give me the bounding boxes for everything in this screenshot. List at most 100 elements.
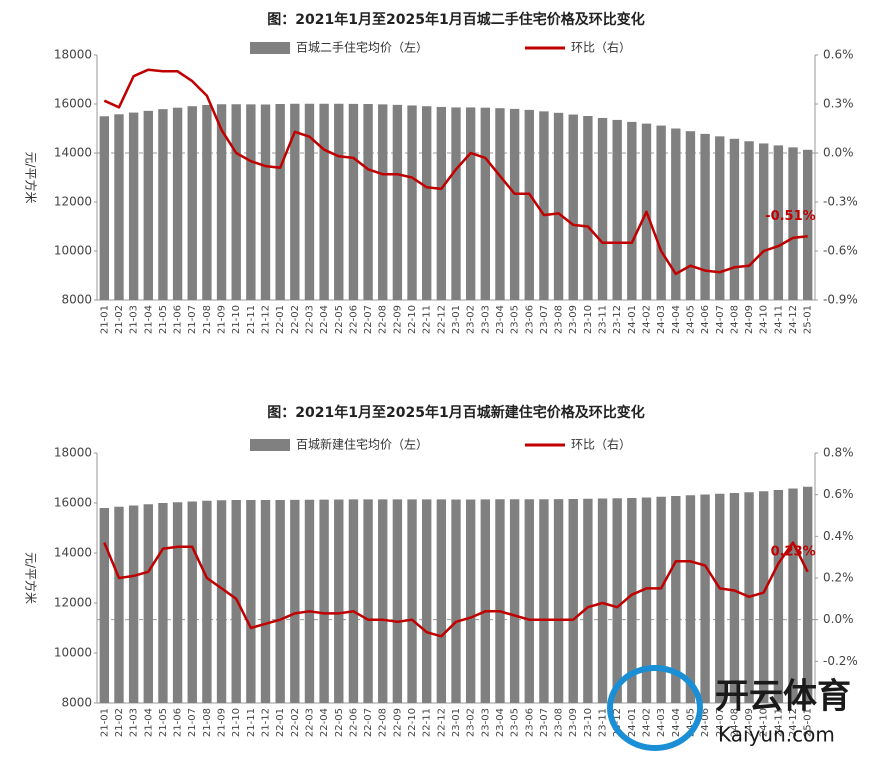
x-tick-label: 21-02 [114,708,125,737]
bar [465,499,476,703]
bar [539,499,549,703]
line [103,541,809,638]
bar [275,104,285,300]
x-tick-label: 24-04 [671,305,682,334]
bar [729,493,740,703]
bar [114,114,124,300]
x-tick-label: 24-10 [759,305,770,334]
x-tick-label: 23-09 [568,708,579,737]
x-tick-label: 24-03 [656,305,667,334]
legend-swatch [250,439,290,451]
bar [99,116,110,300]
bar [158,503,168,703]
x-tick-label: 23-09 [568,305,579,334]
x-tick-label: 23-07 [539,708,550,737]
legend-label: 环比（右） [571,40,631,55]
bar [568,499,578,703]
x-tick-label: 21-08 [202,708,213,737]
bar [597,117,608,300]
legend-label: 百城新建住宅均价（左） [296,437,428,452]
bar [172,502,183,703]
legend-label: 环比（右） [571,437,631,452]
x-tick-label: 23-10 [583,708,594,737]
bar [422,499,432,703]
x-tick-label: 21-01 [99,708,110,737]
bar [627,498,637,703]
chart-title: 图：2021年1月至2025年1月百城二手住宅价格及环比变化 [267,11,644,28]
x-tick-label: 25-01 [803,305,814,334]
bar [568,114,578,300]
x-tick-label: 24-05 [685,305,696,334]
x-tick-label: 24-07 [715,305,726,334]
bar [612,498,622,703]
x-tick-label: 21-09 [217,305,228,334]
x-tick-label: 21-06 [173,708,184,737]
bar [802,149,813,300]
x-tick-label: 22-07 [363,708,374,737]
x-tick-label: 22-05 [334,708,345,737]
x-tick-label: 21-10 [231,305,242,334]
y-tick-label: 12000 [54,195,92,209]
x-tick-label: 22-12 [436,305,447,334]
x-tick-label: 24-04 [671,708,682,737]
x-tick-label: 21-12 [261,708,272,737]
x-tick-label: 21-06 [173,305,184,334]
x-tick-label: 23-06 [524,305,535,334]
bar [290,499,300,703]
bar [202,500,212,703]
x-tick-label: 21-09 [217,708,228,737]
x-tick-label: 22-04 [319,305,330,334]
y2-tick-label: 0.6% [823,487,854,501]
bar [773,490,784,703]
bar [260,104,271,301]
y-tick-label: 14000 [54,546,92,560]
x-tick-label: 22-09 [392,305,403,334]
bar [436,499,447,703]
x-tick-label: 21-08 [202,305,213,334]
bar [246,104,256,301]
x-tick-label: 24-01 [627,305,638,334]
x-tick-label: 22-11 [422,708,433,737]
x-tick-label: 23-06 [524,708,535,737]
y2-tick-label: -0.3% [823,195,858,209]
y2-tick-label: 0.6% [823,48,854,62]
x-tick-label: 23-11 [598,708,609,737]
x-tick-label: 24-02 [641,708,652,737]
x-tick-label: 24-06 [700,305,711,334]
bar [715,493,725,703]
bar [671,496,681,703]
bar [656,496,666,703]
bar [524,499,534,703]
bar [172,107,183,300]
x-tick-label: 22-08 [378,708,389,737]
bar [334,499,344,703]
x-tick-label: 23-11 [598,305,609,334]
bar [143,110,153,300]
bar [495,499,505,703]
logo-brand: 开云体育 [715,677,851,717]
line [103,68,808,276]
bar [128,505,139,703]
x-tick-label: 21-11 [246,305,257,334]
bar [480,107,490,300]
bar [700,133,710,300]
y-tick-label: 18000 [54,446,92,460]
bar [363,104,373,300]
bar [392,104,403,300]
y2-tick-label: 0.3% [823,97,854,111]
x-tick-label: 24-09 [744,708,755,737]
x-tick-label: 21-03 [129,305,140,334]
bar [216,500,227,703]
bar [334,103,344,300]
bar [495,108,505,300]
x-tick-label: 24-12 [788,305,799,334]
x-tick-label: 23-05 [510,708,521,737]
bar [729,138,740,300]
x-tick-label: 23-01 [451,305,462,334]
bar [187,106,197,300]
x-tick-label: 23-08 [554,708,565,737]
y-tick-label: 14000 [54,146,92,160]
bar [143,504,153,703]
y-axis-label: 元/平方米 [24,552,39,604]
x-tick-label: 21-02 [114,305,125,334]
